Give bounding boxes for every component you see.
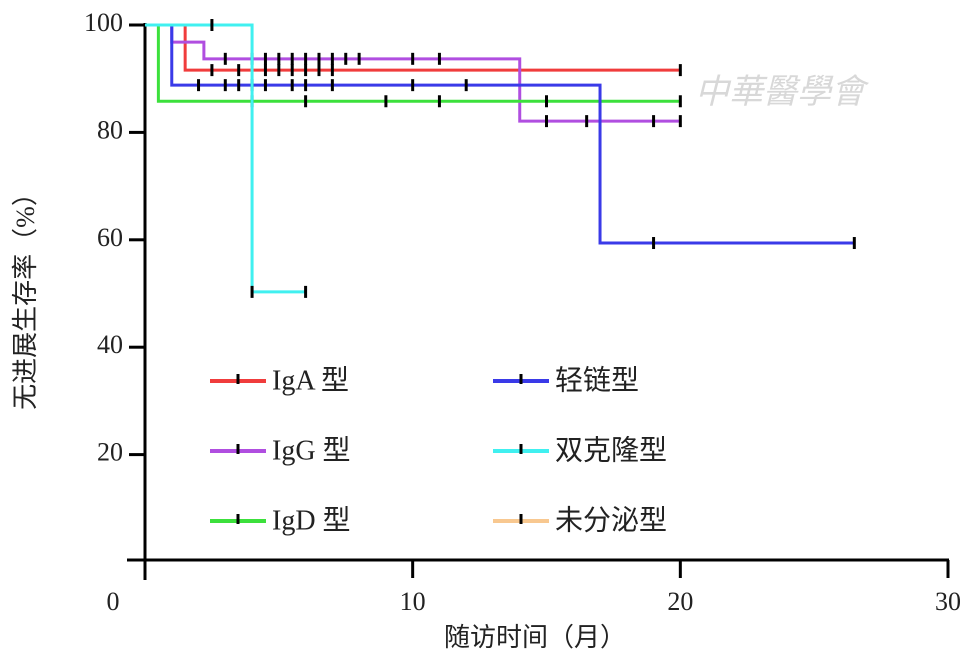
survival-line (145, 23, 306, 294)
x-tick-label: 30 (935, 587, 961, 616)
y-tick-label: 40 (97, 330, 123, 359)
x-tick-label: 10 (400, 587, 426, 616)
legend-label: IgG 型 (272, 434, 351, 466)
x-tick-label: 20 (667, 587, 693, 616)
y-tick-label: 20 (97, 438, 123, 467)
legend-label: IgA 型 (272, 364, 349, 396)
watermark: 中華醫學會 (695, 74, 870, 111)
y-tick-label: 100 (84, 8, 123, 37)
legend-label: 轻链型 (555, 364, 639, 396)
legend-label: IgD 型 (272, 504, 351, 536)
legend-label: 双克隆型 (555, 434, 667, 466)
x-tick-label: 0 (107, 587, 120, 616)
legend-label: 未分泌型 (555, 504, 667, 536)
y-axis-label: 无进展生存率（%） (11, 180, 40, 410)
y-tick-label: 80 (97, 115, 123, 144)
y-tick-label: 60 (97, 223, 123, 252)
x-axis-label: 随访时间（月） (444, 623, 626, 652)
